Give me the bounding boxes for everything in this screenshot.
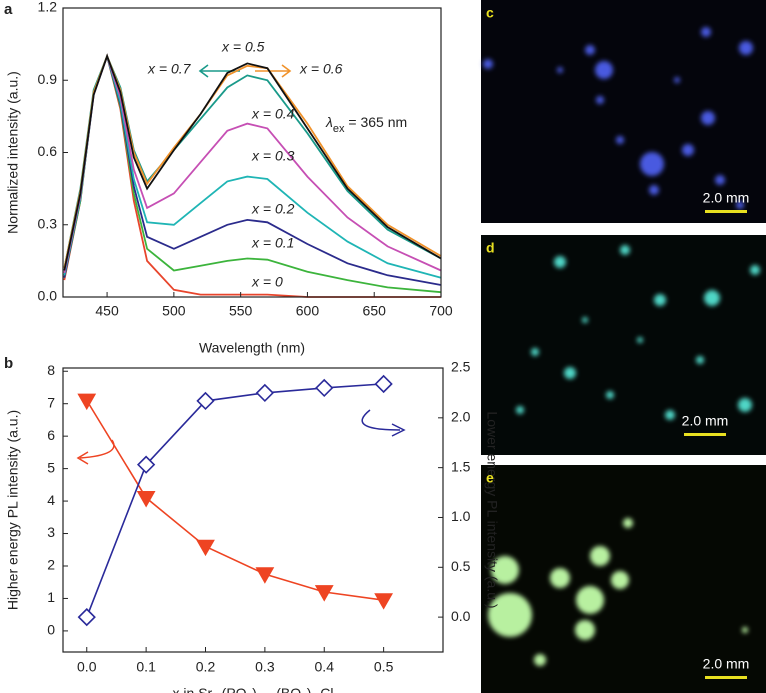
x-axis-label-part: ) <box>252 685 257 693</box>
scale-bar-label: 2.0 mm <box>682 413 729 429</box>
y2-tick-label: 2.5 <box>451 359 471 375</box>
arrow <box>255 64 292 78</box>
y2-tick-label: 0.5 <box>451 558 471 574</box>
y-tick-label: 0.0 <box>38 288 58 304</box>
x-axis-label: Wavelength (nm) <box>199 340 305 356</box>
y-axis-label: Normalized intensity (a.u.) <box>5 71 21 234</box>
photo-label: d <box>486 240 495 256</box>
marker <box>314 585 334 602</box>
marker <box>255 567 275 584</box>
fit-line <box>86 383 384 618</box>
marker <box>196 539 215 557</box>
x-tick-label: 700 <box>429 303 453 319</box>
y-tick-label: 4 <box>47 492 55 508</box>
x-tick-label: 0.1 <box>136 659 156 675</box>
x-axis-label-part: (BO <box>272 685 301 693</box>
x-tick-label: 0.5 <box>374 659 394 675</box>
scale-bar-label: 2.0 mm <box>703 190 750 206</box>
x-tick-label: 500 <box>162 303 186 319</box>
marker <box>374 593 394 610</box>
plot-frame <box>62 367 444 653</box>
marker <box>136 455 156 474</box>
arrow <box>361 409 401 431</box>
arrow <box>76 451 89 465</box>
x-tick-label: 650 <box>363 303 387 319</box>
photo-label: c <box>486 5 494 21</box>
x-tick-label: 600 <box>296 303 320 319</box>
y2-tick-label: 1.5 <box>451 458 471 474</box>
arrow <box>79 439 115 459</box>
photo-d <box>481 235 766 455</box>
y2-tick-label: 0.0 <box>451 608 471 624</box>
marker <box>77 393 97 411</box>
x-axis-label-part: x in Sr <box>173 685 213 693</box>
x-tick-label: 0.4 <box>315 659 335 675</box>
series-label: x = 0.5 <box>221 39 265 55</box>
scale-bar-label: 2.0 mm <box>703 656 750 672</box>
x-axis-label: x in Sr5 (PO4)3-X (BO3)x Cl <box>173 685 334 693</box>
x-axis-label-part: ) <box>307 685 312 693</box>
y2-axis-label: Lower energy PL intensity (a.u.) <box>484 411 500 608</box>
annotation-part: ex <box>333 123 345 135</box>
y-tick-label: 0.3 <box>38 215 58 231</box>
x-tick-label: 450 <box>95 303 119 319</box>
marker <box>255 383 275 403</box>
y-tick-label: 1 <box>47 589 55 605</box>
panel-label: b <box>4 355 13 372</box>
marker <box>136 491 156 508</box>
spectrum-line <box>63 53 442 271</box>
marker <box>315 378 334 398</box>
series-label: x = 0.4 <box>251 106 295 122</box>
series-label: x = 0.3 <box>251 148 295 164</box>
y-tick-label: 1.2 <box>38 0 58 15</box>
y2-tick-label: 1.0 <box>451 508 471 524</box>
y2-tick-label: 2.0 <box>451 409 471 425</box>
arrow <box>391 423 406 437</box>
series-label: x = 0.1 <box>251 235 294 251</box>
photo-c <box>481 0 766 223</box>
x-tick-label: 0.0 <box>77 659 97 675</box>
y-tick-label: 0.6 <box>38 143 58 159</box>
series-label: x = 0 <box>251 274 283 290</box>
marker <box>196 391 215 411</box>
annotation-part: = 365 nm <box>345 114 408 130</box>
annotation: λex = 365 nm <box>325 114 407 135</box>
y-tick-label: 7 <box>47 394 55 410</box>
marker <box>374 374 393 394</box>
x-axis-label-part: (PO <box>218 685 247 693</box>
y-tick-label: 0 <box>47 622 55 638</box>
series-label: x = 0.2 <box>251 201 295 217</box>
y-tick-label: 3 <box>47 524 55 540</box>
x-axis-label-part: Cl <box>316 685 333 693</box>
marker <box>77 607 96 627</box>
x-tick-label: 0.3 <box>255 659 275 675</box>
y-tick-label: 2 <box>47 557 55 573</box>
fit-line <box>86 400 384 601</box>
photo-label: e <box>486 470 494 486</box>
series-label: x = 0.7 <box>147 61 192 77</box>
annotation-part: λ <box>325 114 333 130</box>
x-tick-label: 0.2 <box>196 659 216 675</box>
panel-label: a <box>4 1 13 18</box>
series-label: x = 0.6 <box>299 61 343 77</box>
y-axis-label: Higher energy PL intensity (a.u.) <box>5 410 21 610</box>
y-tick-label: 0.9 <box>38 71 58 87</box>
y-tick-label: 6 <box>47 427 55 443</box>
y-tick-label: 5 <box>47 459 55 475</box>
y-tick-label: 8 <box>47 362 55 378</box>
arrow <box>198 64 240 78</box>
x-tick-label: 550 <box>229 303 253 319</box>
photo-e <box>481 465 766 693</box>
